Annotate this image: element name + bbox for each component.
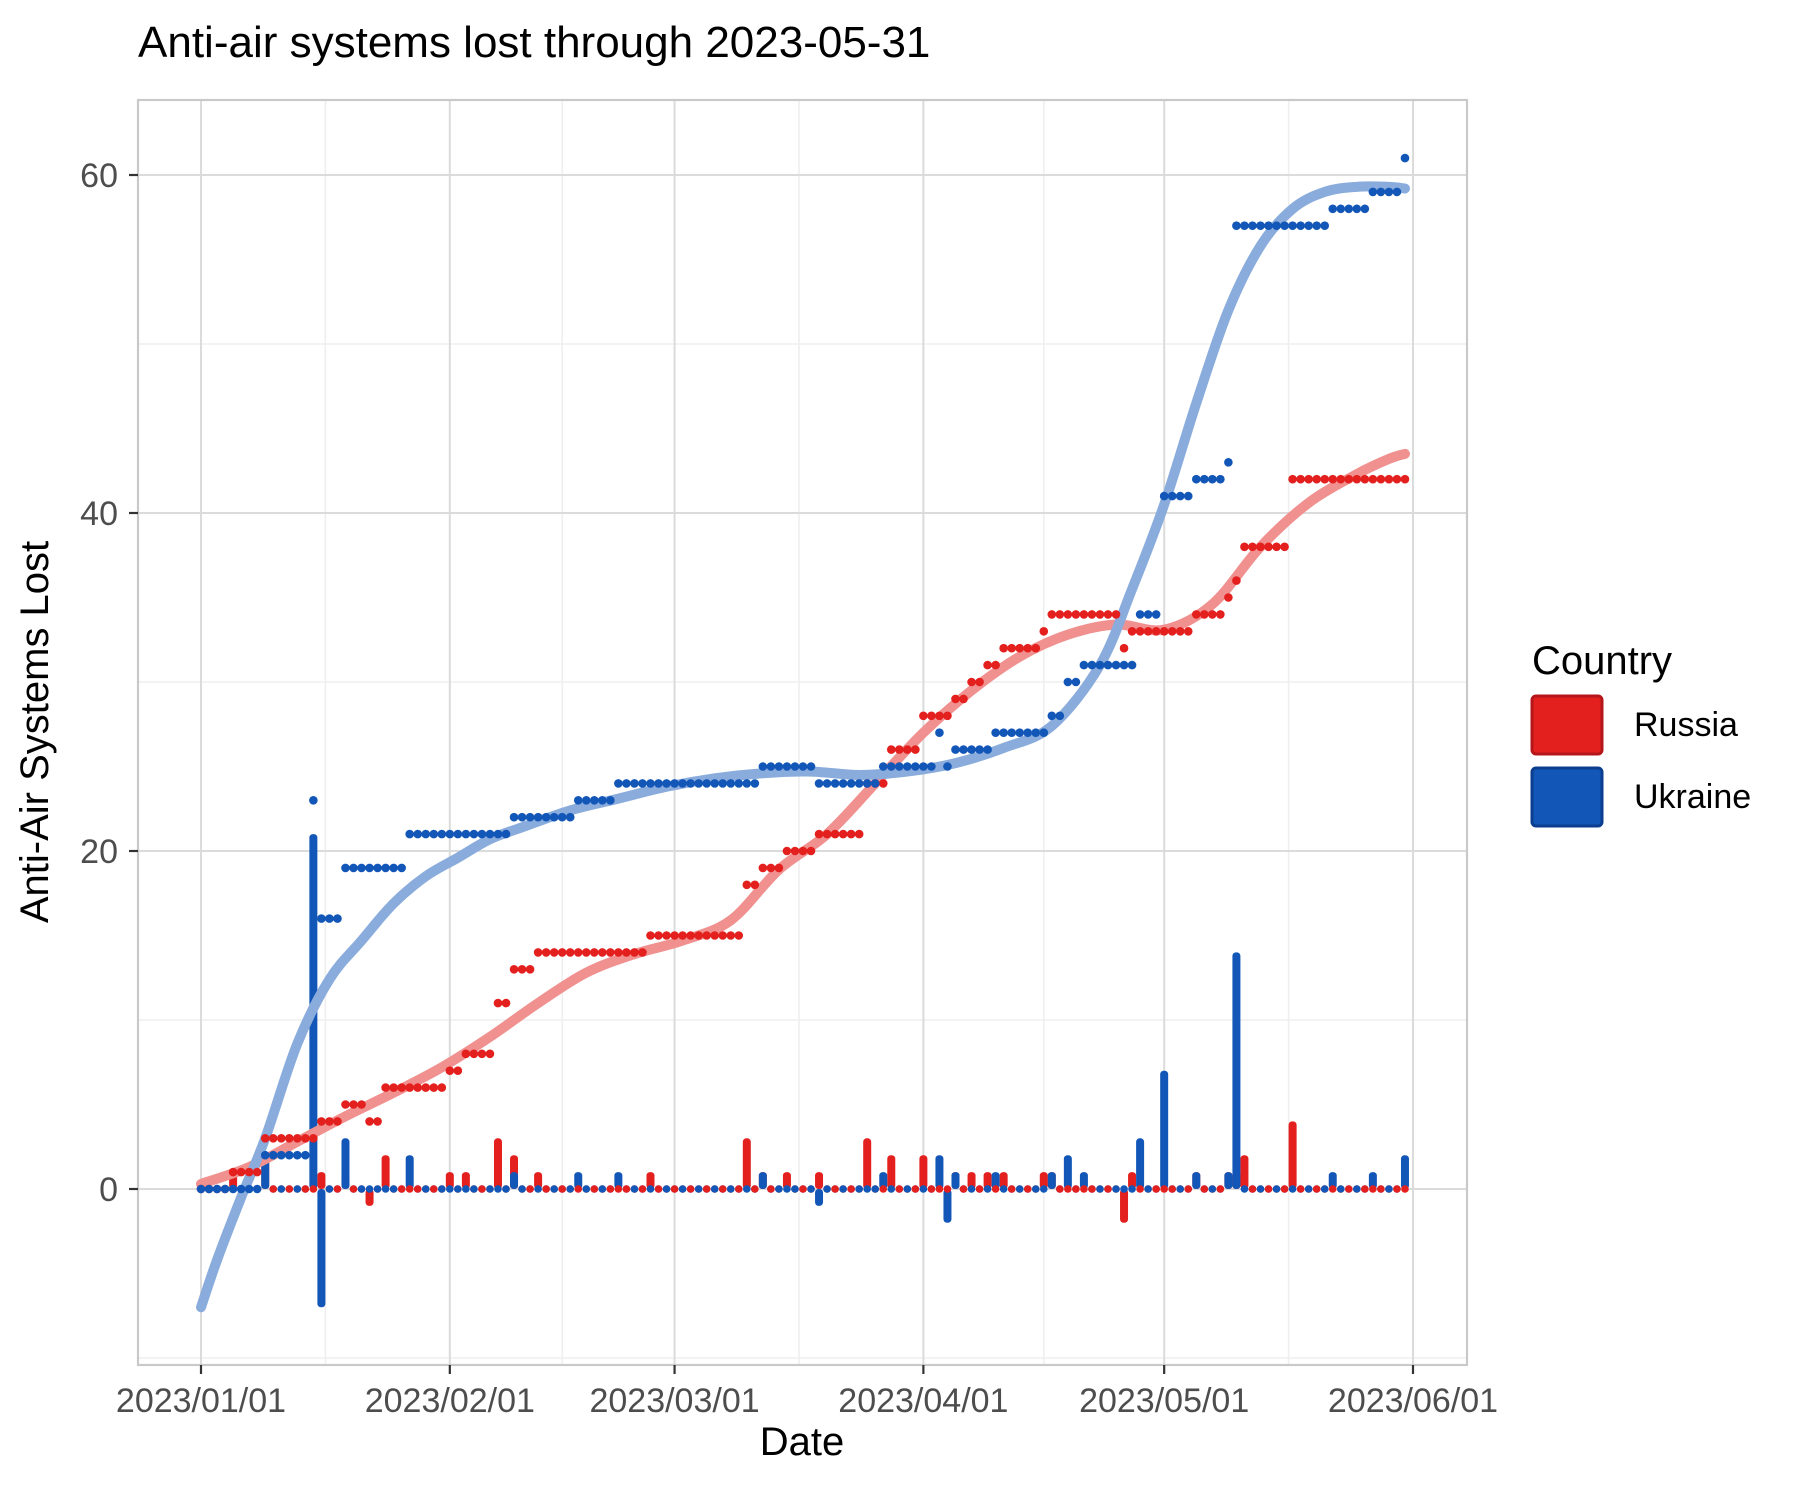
y-tick-label: 60 — [80, 157, 118, 195]
axis-tick-labels: 2023/01/01 2023/02/01 2023/03/01 2023/04/01… — [80, 157, 1498, 1420]
x-tick-label: 2023/06/01 — [1328, 1382, 1498, 1420]
legend-label-russia: Russia — [1634, 706, 1738, 744]
x-tick-label: 2023/01/01 — [116, 1382, 286, 1420]
x-tick-label: 2023/04/01 — [838, 1382, 1008, 1420]
y-tick-label: 40 — [80, 495, 118, 533]
y-axis-title: Anti-Air Systems Lost — [13, 541, 57, 923]
legend-label-ukraine: Ukraine — [1634, 778, 1751, 816]
trend-line-russia — [196, 448, 1410, 1189]
x-axis-title: Date — [760, 1420, 845, 1464]
y-tick-label: 20 — [80, 833, 118, 871]
trend-line-ukraine — [196, 181, 1410, 1313]
x-tick-label: 2023/05/01 — [1079, 1382, 1249, 1420]
x-tick-label: 2023/03/01 — [589, 1382, 759, 1420]
legend: Country Russia Ukraine — [1530, 639, 1751, 828]
daily-bars-ukraine — [261, 834, 1409, 1308]
gridlines-minor — [138, 100, 1467, 1365]
cumulative-points-ukraine — [196, 153, 1410, 1194]
legend-title: Country — [1532, 639, 1672, 683]
y-tick-label: 0 — [99, 1171, 118, 1209]
chart-title: Anti-air systems lost through 2023-05-31 — [138, 18, 930, 67]
plot-panel — [136, 98, 1469, 1367]
legend-key-ukraine — [1530, 766, 1604, 828]
x-tick-label: 2023/02/01 — [365, 1382, 535, 1420]
legend-key-russia — [1530, 694, 1604, 756]
